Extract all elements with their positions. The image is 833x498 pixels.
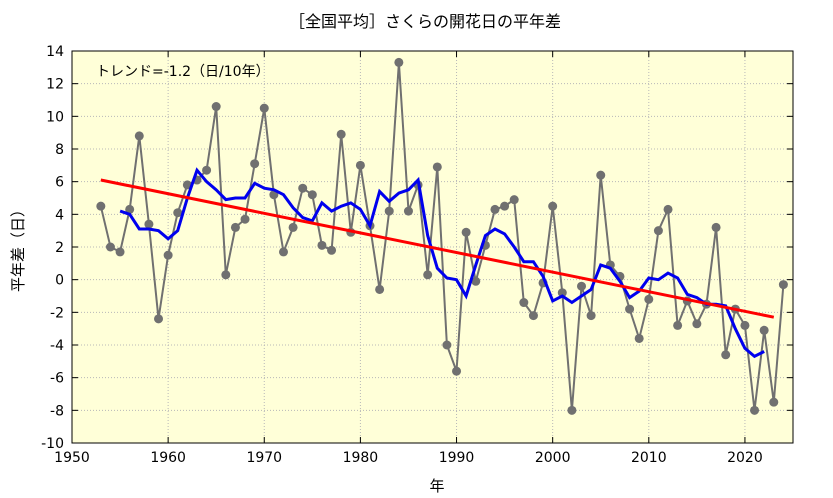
trend-annotation: トレンド=-1.2（日/10年） <box>96 64 270 80</box>
annual-point <box>721 350 731 360</box>
annual-point <box>663 204 673 214</box>
y-axis: -10 -8 -6 -4 -2 0 2 4 6 8 10 12 14 <box>41 44 793 452</box>
y-tick-label: 6 <box>55 175 64 191</box>
y-tick-label: -4 <box>50 338 64 354</box>
moving-average-line <box>119 167 765 359</box>
annual-point <box>384 206 394 216</box>
x-tick-label: 1980 <box>343 450 379 466</box>
annual-point <box>240 214 250 224</box>
annual-point <box>154 314 164 324</box>
annual-point <box>327 245 337 255</box>
annual-point <box>673 320 683 330</box>
annual-point <box>221 270 231 280</box>
y-axis-label: 平年差（日） <box>9 202 27 292</box>
annual-point <box>259 103 269 113</box>
y-tick-label: 14 <box>46 44 64 60</box>
annual-point <box>711 222 721 232</box>
annual-point <box>250 159 260 169</box>
x-tick-label: 1970 <box>246 450 282 466</box>
annual-point <box>96 201 106 211</box>
annual-point <box>461 227 471 237</box>
trend-line <box>100 178 775 319</box>
annual-point <box>759 325 769 335</box>
y-tick-label: -6 <box>50 371 64 387</box>
annual-point <box>144 219 154 229</box>
y-tick-label: 4 <box>55 207 64 223</box>
annual-point <box>769 397 779 407</box>
x-tick-label: 1950 <box>54 450 90 466</box>
annual-point <box>519 298 529 308</box>
annual-point <box>355 160 365 170</box>
y-tick-label: -10 <box>41 436 64 452</box>
x-axis-label: 年 <box>429 477 444 495</box>
annual-point <box>548 201 558 211</box>
annual-point <box>586 311 596 321</box>
annual-point <box>567 405 577 415</box>
annual-point <box>490 204 500 214</box>
annual-point <box>336 129 346 139</box>
series-layer <box>96 57 788 415</box>
x-tick-label: 2010 <box>631 450 667 466</box>
annual-point <box>509 195 519 205</box>
x-tick-label: 2000 <box>535 450 571 466</box>
annual-point <box>115 247 125 257</box>
annual-point <box>403 206 413 216</box>
annual-point <box>778 280 788 290</box>
y-tick-label: -8 <box>50 403 64 419</box>
chart-title: ［全国平均］さくらの開花日の平年差 <box>289 12 561 31</box>
x-tick-label: 1960 <box>150 450 186 466</box>
annual-point <box>432 162 442 172</box>
annual-point <box>500 201 510 211</box>
y-tick-label: 0 <box>55 273 64 289</box>
annual-point <box>288 222 298 232</box>
annual-point <box>278 247 288 257</box>
annual-point <box>596 170 606 180</box>
annual-point <box>211 102 221 112</box>
annual-point <box>750 405 760 415</box>
annual-point <box>471 276 481 286</box>
annual-point <box>653 226 663 236</box>
annual-point <box>105 242 115 252</box>
annual-line <box>99 62 785 411</box>
annual-point <box>125 204 135 214</box>
annual-point <box>173 208 183 218</box>
annual-point <box>202 165 212 175</box>
annual-point <box>375 284 385 294</box>
annual-point <box>557 288 567 298</box>
annual-point <box>307 190 317 200</box>
y-tick-label: 8 <box>55 142 64 158</box>
annual-point <box>394 57 404 67</box>
annual-point <box>692 319 702 329</box>
annual-point <box>317 240 327 250</box>
y-tick-label: -2 <box>50 305 64 321</box>
annual-point <box>740 320 750 330</box>
annual-point <box>625 304 635 314</box>
y-tick-label: 12 <box>46 77 64 93</box>
annual-point <box>423 270 433 280</box>
annual-point <box>452 366 462 376</box>
annual-point <box>528 311 538 321</box>
annual-point <box>134 131 144 141</box>
annual-point <box>163 250 173 260</box>
annual-point <box>442 340 452 350</box>
annual-point <box>644 294 654 304</box>
annual-point <box>577 281 587 291</box>
annual-point <box>634 333 644 343</box>
x-tick-label: 2020 <box>727 450 763 466</box>
x-tick-label: 1990 <box>439 450 475 466</box>
y-tick-label: 2 <box>55 240 64 256</box>
x-axis: 1950 1960 1970 1980 1990 2000 2010 2020 <box>54 51 763 466</box>
plot-frame <box>71 50 794 444</box>
y-tick-label: 10 <box>46 109 64 125</box>
annual-point <box>298 183 308 193</box>
annual-point <box>230 222 240 232</box>
